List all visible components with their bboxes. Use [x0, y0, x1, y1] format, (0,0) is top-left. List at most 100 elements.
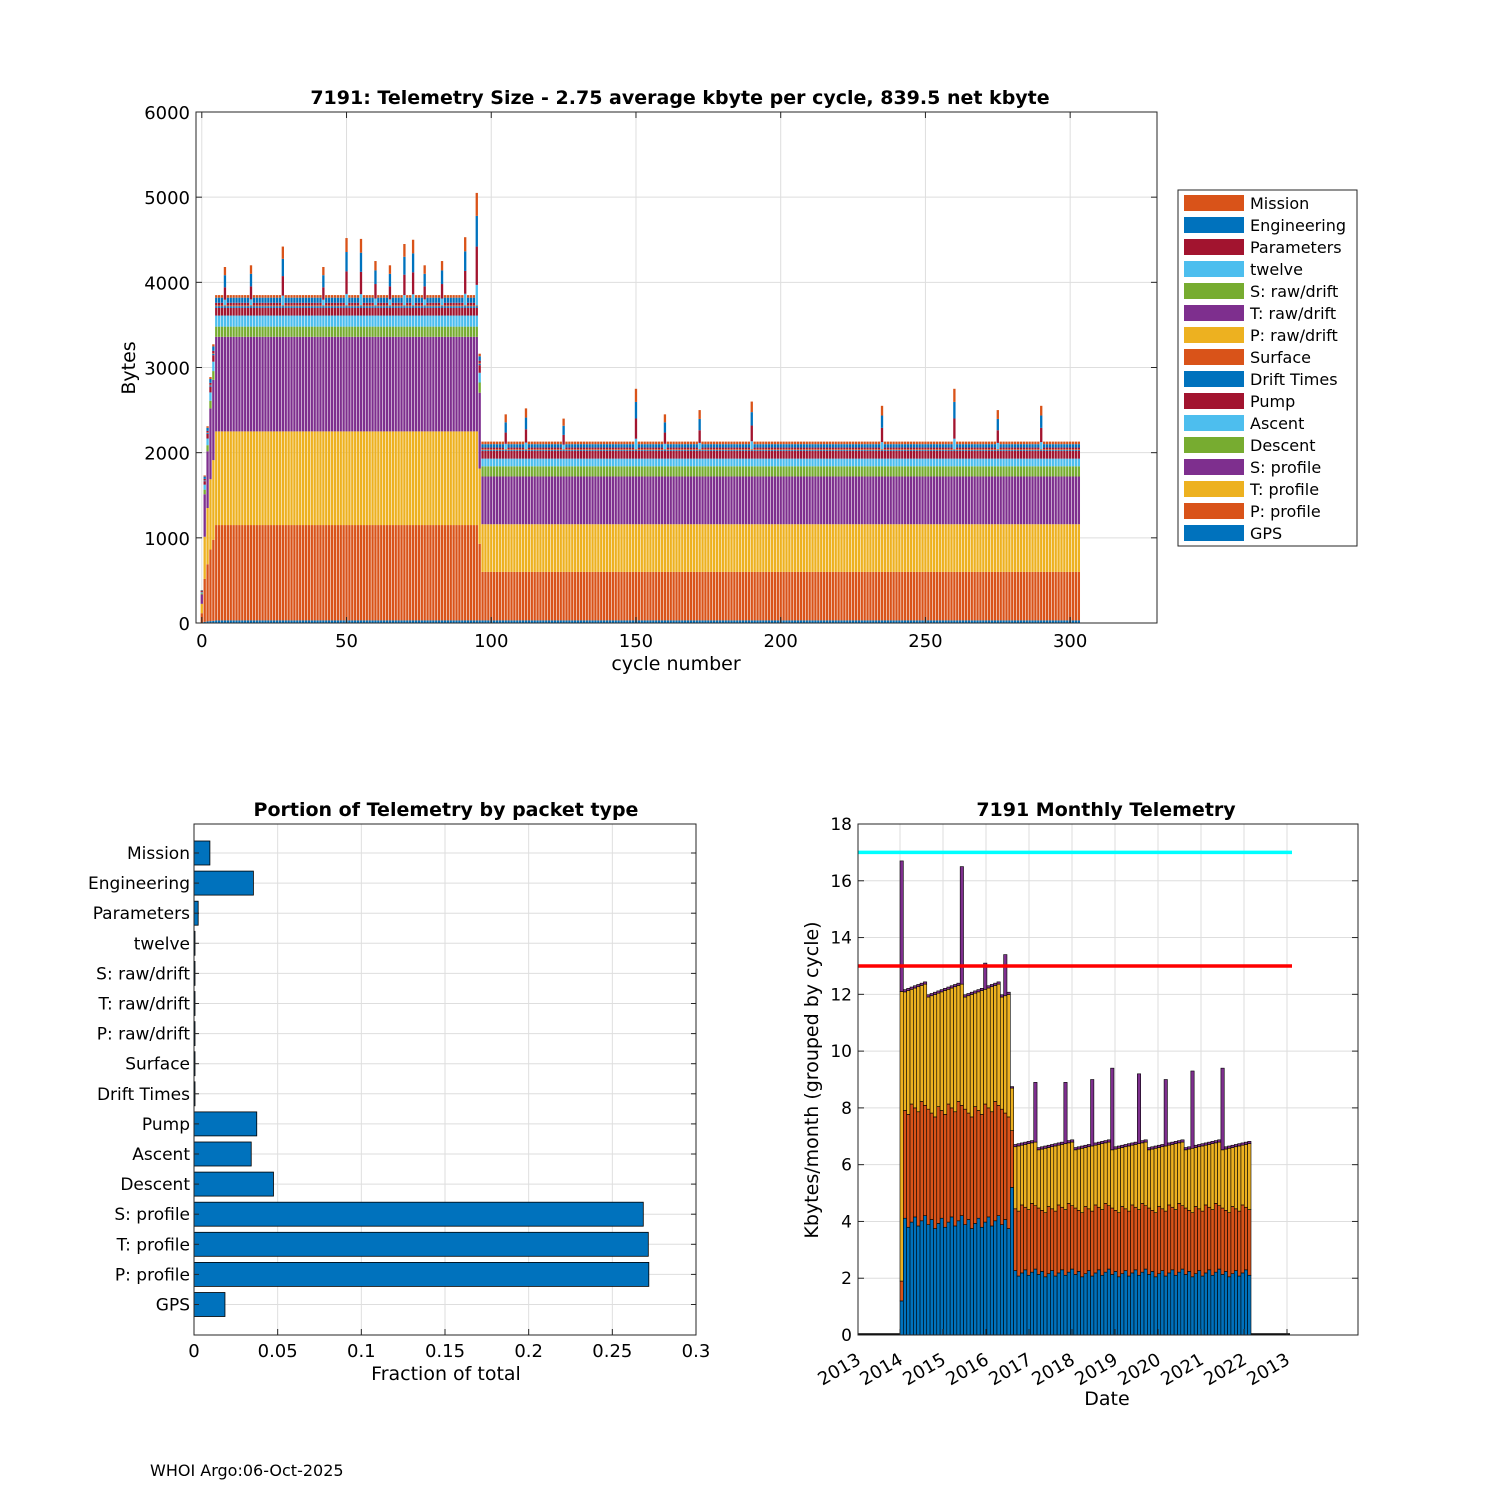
- chart1-bar-segment-drift: [238, 306, 241, 308]
- chart1-bar-segment-surface: [443, 305, 447, 307]
- chart1-bar-segment-pump: [475, 307, 478, 316]
- chart1-bar-segment-ascent: [1005, 458, 1008, 467]
- chart1-bar-segment-mission: [617, 441, 620, 445]
- chart1-bar-segment-s_prof: [492, 476, 496, 525]
- chart3-bar-segment: [1210, 1141, 1215, 1144]
- chart1-bar-segment-parameters: [510, 447, 513, 450]
- chart1-bar-segment-gps: [368, 620, 371, 623]
- chart3-bar-segment: [1127, 1275, 1131, 1336]
- chart1-bar-segment-ascent: [1045, 458, 1049, 467]
- chart1-bar-segment-parameters: [846, 447, 849, 450]
- chart1-bar-segment-mission: [776, 441, 779, 445]
- chart1-bar-segment-pump: [380, 307, 383, 316]
- chart1-bar-segment-pump: [275, 307, 279, 316]
- chart1-bar-segment-ascent: [736, 458, 739, 467]
- chart1-bar-segment-mission: [1011, 441, 1014, 445]
- chart1-bar-segment-p_prof: [1011, 571, 1014, 621]
- chart1-bar-segment-p_prof: [495, 571, 499, 621]
- chart1-bar-segment-s_prof: [400, 336, 403, 432]
- chart1-bar-segment-t_prof: [559, 524, 562, 572]
- chart2-category-label: twelve: [134, 934, 190, 954]
- chart1-bar-segment-gps: [950, 620, 953, 623]
- chart1-bar-segment-ascent: [519, 458, 522, 467]
- chart1-bar-segment-mission: [568, 441, 571, 445]
- chart1-bar-segment-gps: [675, 620, 678, 623]
- chart1-bar-segment-pump: [1074, 450, 1078, 459]
- chart1-bar-segment-p_prof: [382, 525, 386, 621]
- chart1-bar-segment-gps: [1045, 620, 1049, 623]
- chart1-bar-segment-mission: [391, 295, 394, 298]
- chart1-bar-segment-pump: [915, 450, 918, 459]
- chart1-bar-segment-t_prof: [843, 524, 846, 572]
- chart1-bar-segment-surface: [388, 305, 392, 307]
- chart1-bar-segment-descent: [692, 466, 696, 477]
- chart1-bar-segment-t_prof: [533, 524, 536, 572]
- chart1-bar-segment-t_prof: [611, 524, 614, 572]
- chart1-bar-segment-s_prof: [892, 476, 895, 525]
- chart3-bar-segment: [923, 1105, 928, 1216]
- chart1-bar-segment-descent: [918, 466, 921, 477]
- chart3-bar-segment: [1130, 1144, 1135, 1206]
- chart3-bar-segment: [946, 989, 951, 1105]
- chart1-bar-segment-pump: [1025, 450, 1028, 459]
- chart1-bar-segment-ascent: [420, 315, 423, 327]
- chart1-bar-segment-parameters: [472, 302, 476, 306]
- chart1-bar-segment-gps: [1005, 620, 1008, 623]
- chart3-bar-segment: [1033, 1268, 1038, 1336]
- chart1-bar-segment-drift: [327, 306, 331, 308]
- chart3-bar-segment: [976, 991, 981, 1111]
- chart1-bar-segment-gps: [649, 620, 652, 623]
- chart1-bar-segment-engineering: [814, 444, 817, 448]
- chart1-bar-segment-p_prof: [678, 571, 681, 621]
- chart1-bar-segment-gps: [547, 620, 551, 623]
- chart1-bar-segment-engineering: [200, 590, 203, 591]
- chart1-bar-segment-gps: [226, 620, 229, 623]
- chart1-bar-segment-mission: [657, 441, 661, 445]
- chart1-bar-segment-engineering: [964, 444, 968, 448]
- chart1-bar-segment-t_prof: [660, 524, 664, 572]
- chart1-bar-segment-pump: [310, 307, 313, 316]
- chart1-bar-segment-t_prof: [921, 524, 924, 572]
- chart1-bar-segment-pump: [388, 307, 392, 316]
- chart1-bar-segment-s_prof: [872, 476, 875, 525]
- chart1-bar-segment-surface: [712, 449, 716, 451]
- chart1-bar-segment-ascent: [539, 458, 542, 467]
- chart1-bar-segment-gps: [672, 620, 675, 623]
- chart1-bar-segment-ascent: [831, 458, 834, 467]
- chart1-bar-segment-surface: [932, 449, 936, 451]
- chart1-bar-segment-gps: [956, 620, 959, 623]
- chart1-bar-segment-pump: [883, 450, 887, 459]
- chart1-bar-segment-p_prof: [733, 571, 736, 621]
- chart1-bar-segment-s_prof: [608, 476, 612, 525]
- chart1-bar-segment-surface: [293, 305, 296, 307]
- chart3-bar-segment: [1026, 1143, 1031, 1210]
- chart1-bar-segment-parameters: [970, 447, 973, 450]
- chart3-bar-segment: [993, 985, 998, 1102]
- chart1-bar-segment-drift: [507, 450, 510, 451]
- chart1-bar-segment-pump: [542, 450, 545, 459]
- chart1-bar-segment-drift: [1060, 450, 1063, 451]
- chart1-bar-segment-twelve: [345, 293, 348, 306]
- chart1-bar-segment-ascent: [229, 315, 232, 327]
- chart1-bar-segment-ascent: [776, 458, 779, 467]
- chart3-bar-segment: [906, 988, 911, 991]
- chart3-bar-segment: [1080, 1212, 1085, 1278]
- chart1-bar-segment-engineering: [455, 297, 458, 303]
- chart1-bar-segment-descent: [325, 326, 328, 337]
- chart1-bar-segment-ascent: [542, 458, 545, 467]
- chart1-bar-segment-t_prof: [244, 431, 247, 526]
- chart1-bar-segment-t_prof: [944, 524, 947, 572]
- chart1-bar-segment-t_prof: [255, 431, 258, 526]
- chart1-bar-segment-mission: [1045, 441, 1049, 445]
- chart1-bar-segment-descent: [860, 466, 863, 477]
- chart1-bar-segment-p_prof: [385, 525, 389, 621]
- chart1-bar-segment-parameters: [623, 447, 626, 450]
- chart1-bar-segment-pump: [1037, 450, 1040, 459]
- chart3-x-tick-label: 2020: [1114, 1349, 1164, 1390]
- chart2-category-label: Engineering: [88, 874, 190, 894]
- chart1-bar-segment-pump: [712, 450, 716, 459]
- chart1-bar-segment-drift: [602, 450, 606, 451]
- chart1-bar-segment-s_prof: [739, 476, 742, 525]
- chart1-bar-segment-pump: [336, 307, 339, 316]
